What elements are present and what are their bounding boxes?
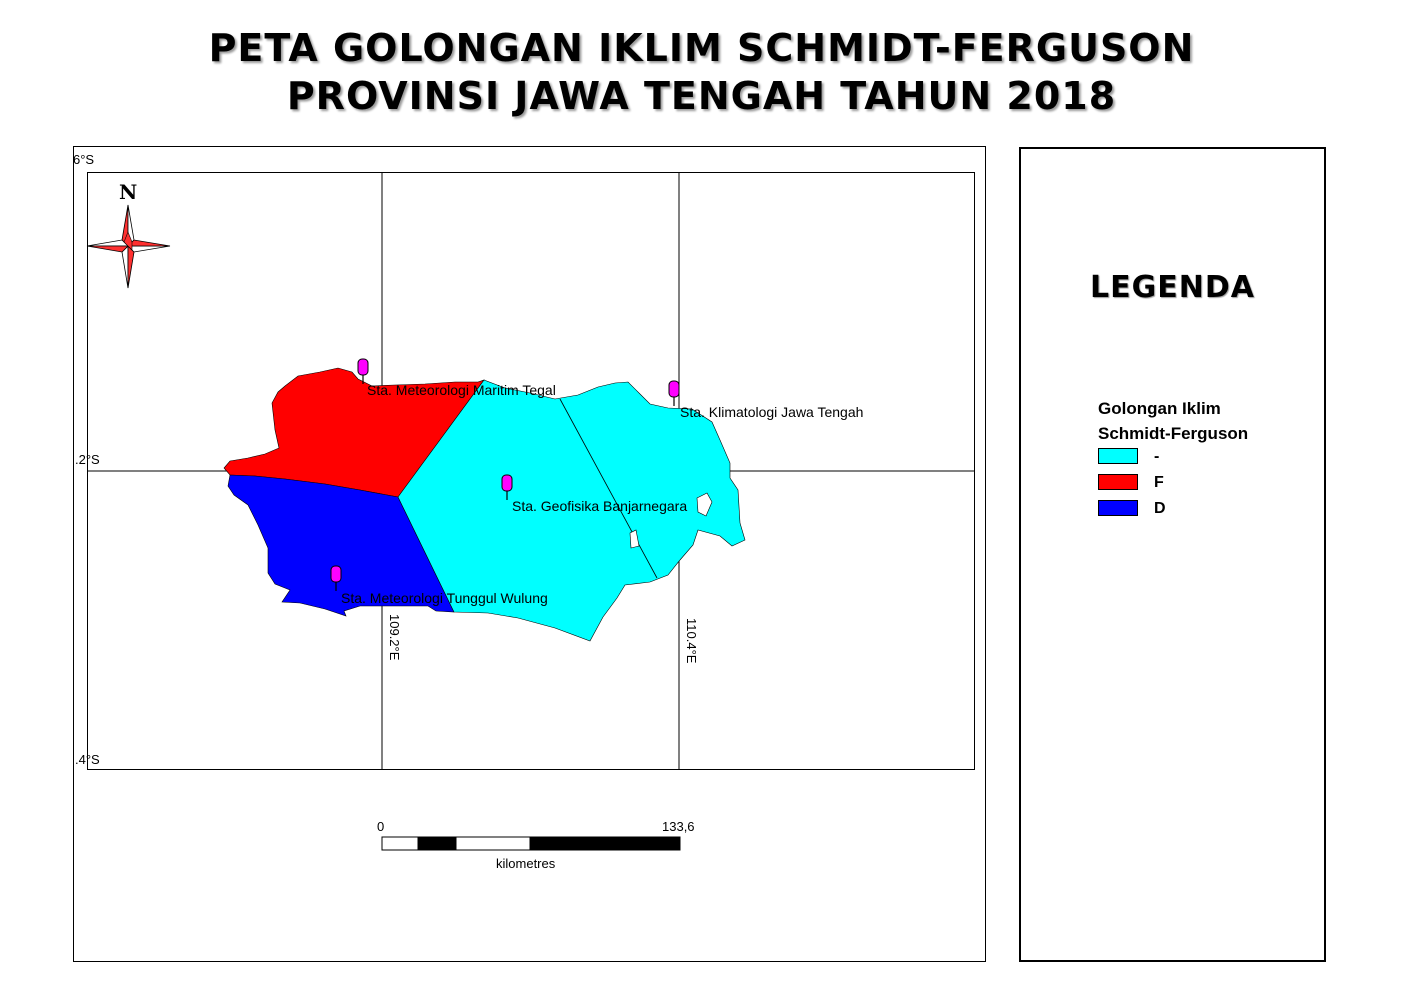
legend-label-dash: - [1154, 448, 1160, 465]
north-letter: N [119, 180, 138, 204]
station-label-tunggul-wulung: Sta. Meteorologi Tunggul Wulung [341, 590, 548, 606]
legend-swatch-dash [1098, 448, 1138, 464]
map-frame [73, 146, 986, 962]
lat-label-top: 6°S [73, 152, 95, 167]
scale-end-label: 133,6 [662, 819, 695, 834]
legend-heading-line-2: Schmidt-Ferguson [1098, 424, 1249, 443]
map-title-line-2: PROVINSI JAWA TENGAH TAHUN 2018 [286, 74, 1117, 118]
scale-unit-label: kilometres [496, 856, 556, 871]
lat-label-bottom: .4°S [75, 752, 100, 767]
station-marker-icon[interactable] [501, 474, 513, 500]
legend-heading-line-1: Golongan Iklim [1098, 399, 1221, 418]
station-marker-icon[interactable] [330, 565, 342, 591]
lon-label-1: 109.2°E [387, 614, 402, 661]
station-label-tegal: Sta. Meteorologi Maritim Tegal [367, 382, 556, 398]
region-class-dash [397, 379, 746, 642]
lon-label-2: 110.4°E [684, 618, 699, 664]
lake-shape-1 [696, 492, 713, 517]
scale-start-label: 0 [377, 819, 385, 834]
legend-swatch-d [1098, 500, 1138, 516]
north-arrow-icon [86, 204, 171, 289]
lat-label-middle: .2°S [75, 452, 100, 467]
scale-bar [381, 836, 681, 851]
map-title-line-1: PETA GOLONGAN IKLIM SCHMIDT-FERGUSON [208, 26, 1195, 70]
region-internal-boundary [559, 398, 658, 579]
lake-shape-2 [629, 529, 640, 549]
station-marker-icon[interactable] [668, 380, 680, 406]
legend-panel [1019, 147, 1326, 962]
station-label-banjarnegara: Sta. Geofisika Banjarnegara [512, 498, 688, 514]
region-class-d [227, 474, 455, 617]
station-marker-icon[interactable] [357, 358, 369, 384]
station-label-jawa-tengah: Sta. Klimatologi Jawa Tengah [680, 404, 864, 420]
legend-title: LEGENDA [1090, 270, 1255, 305]
legend-swatch-f [1098, 474, 1138, 490]
legend-label-f: F [1154, 474, 1164, 491]
legend-label-d: D [1154, 500, 1166, 517]
